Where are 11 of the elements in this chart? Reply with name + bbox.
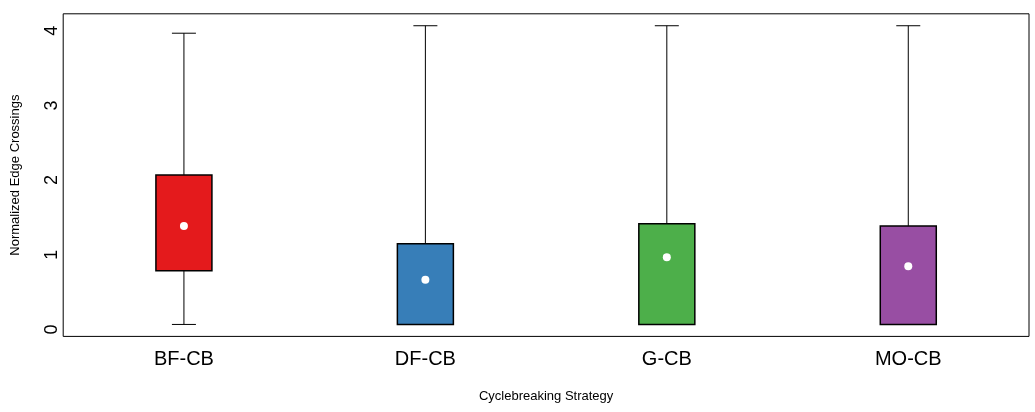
x-tick-label: MO-CB bbox=[874, 346, 942, 369]
y-tick-label: 4 bbox=[41, 25, 62, 36]
y-tick-label: 1 bbox=[41, 249, 62, 260]
y-tick-label: 2 bbox=[41, 175, 62, 186]
x-axis-title: Cyclebreaking Strategy bbox=[478, 387, 614, 403]
y-tick-label: 3 bbox=[41, 100, 62, 111]
y-axis-title: Normalized Edge Crossings bbox=[7, 94, 23, 256]
y-tick-label: 0 bbox=[41, 324, 62, 335]
x-tick-label: DF-CB bbox=[394, 346, 456, 369]
x-tick-label: BF-CB bbox=[153, 346, 214, 369]
x-tick-label: G-CB bbox=[641, 346, 692, 369]
